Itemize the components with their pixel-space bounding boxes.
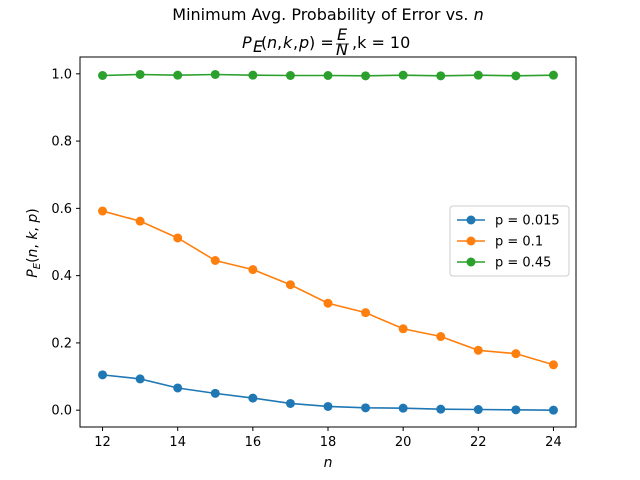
legend-entry: p = 0.015: [495, 214, 560, 229]
x-tick-label: 12: [94, 435, 111, 450]
data-point: [436, 404, 446, 414]
chart-subtitle: P E ( n , k , p ) = E N ,k = 10: [242, 25, 410, 59]
data-point: [98, 370, 108, 380]
data-point: [248, 393, 258, 403]
x-tick-label: 18: [320, 435, 337, 450]
data-point: [323, 298, 333, 308]
y-tick-label: 0.6: [51, 202, 72, 217]
y-tick-label: 0.2: [51, 336, 72, 351]
data-point: [548, 405, 558, 415]
y-axis-label: PE(n, k, p): [25, 208, 43, 277]
x-tick-label: 24: [545, 435, 562, 450]
svg-text:k: k: [283, 33, 293, 52]
data-point: [285, 398, 295, 408]
svg-text:) =: ) =: [309, 33, 334, 52]
svg-text:P: P: [242, 33, 252, 52]
data-point: [173, 383, 183, 393]
data-point: [511, 349, 521, 359]
data-point: [248, 265, 258, 275]
data-point: [361, 308, 371, 318]
x-tick-label: 20: [395, 435, 412, 450]
data-point: [511, 71, 521, 81]
svg-text:n: n: [267, 33, 277, 52]
legend-marker: [466, 236, 476, 246]
y-tick-label: 0.4: [51, 269, 72, 284]
data-point: [248, 70, 258, 80]
legend-marker: [466, 215, 476, 225]
legend: p = 0.015 p = 0.1 p = 0.45: [449, 205, 570, 277]
series-0: [98, 370, 558, 415]
svg-text:E: E: [337, 25, 348, 44]
chart-title: Minimum Avg. Probability of Error vs. n: [172, 5, 483, 24]
legend-marker: [466, 257, 476, 267]
data-point: [323, 71, 333, 80]
svg-text:,: ,: [293, 33, 298, 52]
data-point: [548, 360, 558, 370]
legend-entry: p = 0.45: [495, 256, 551, 271]
data-point: [135, 69, 145, 79]
y-tick-label: 1.0: [51, 67, 72, 82]
legend-entry: p = 0.1: [495, 235, 543, 250]
data-point: [361, 403, 371, 413]
data-point: [398, 403, 408, 413]
data-point: [473, 405, 483, 415]
y-tick-label: 0.0: [51, 404, 72, 419]
data-point: [135, 216, 145, 226]
svg-text:N: N: [336, 40, 348, 59]
x-tick-label: 14: [169, 435, 186, 450]
svg-text:,: ,: [277, 33, 282, 52]
data-point: [473, 345, 483, 355]
data-point: [98, 206, 108, 216]
data-point: [173, 233, 183, 243]
axis-ticks: 12 14 16 18 20 22 24 0.0 0.2 0.4 0.6 0.8 1.0: [51, 67, 561, 450]
data-point: [173, 70, 183, 80]
x-tick-label: 22: [470, 435, 487, 450]
data-point: [285, 280, 295, 290]
data-point: [436, 71, 446, 81]
data-point: [210, 256, 220, 265]
legend-box: [449, 205, 570, 277]
x-tick-label: 16: [245, 435, 262, 450]
data-point: [398, 324, 408, 334]
series-1: [98, 206, 558, 370]
data-point: [323, 401, 333, 411]
data-point: [285, 71, 295, 80]
svg-text:,k = 10: ,k = 10: [352, 33, 410, 52]
data-point: [511, 405, 521, 415]
x-axis-label: n: [324, 455, 333, 471]
data-point: [436, 332, 446, 342]
data-point: [473, 70, 483, 80]
data-point: [210, 388, 220, 398]
data-point: [548, 70, 558, 80]
svg-text:(: (: [261, 33, 267, 52]
svg-text:E: E: [253, 37, 264, 56]
data-point: [398, 70, 408, 80]
data-point: [135, 374, 145, 384]
data-point: [98, 71, 108, 80]
series-lines: [98, 69, 558, 415]
svg-text:p: p: [298, 33, 309, 52]
data-point: [210, 69, 220, 79]
series-2: [98, 69, 558, 81]
plot-frame: [79, 56, 577, 428]
y-tick-label: 0.8: [51, 135, 72, 150]
data-point: [361, 71, 371, 81]
